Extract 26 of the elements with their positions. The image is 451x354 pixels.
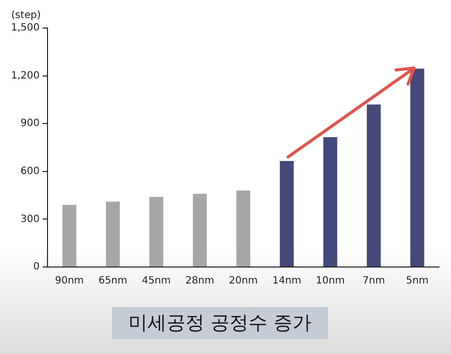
x-tick-label: 28nm <box>185 276 214 287</box>
x-tick-label: 65nm <box>98 276 128 287</box>
y-tick-label: 1,500 <box>10 22 40 34</box>
bar <box>106 202 120 266</box>
bar <box>62 204 76 266</box>
y-axis-title: (step) <box>11 10 41 21</box>
y-tick-label: 1,200 <box>10 70 40 82</box>
x-tick-label: 10nm <box>316 276 345 287</box>
bar <box>410 68 424 266</box>
y-tick-label: 600 <box>20 166 40 177</box>
y-tick-label: 0 <box>33 262 40 273</box>
y-tick-label: 300 <box>20 214 40 225</box>
x-tick-label: 7nm <box>362 276 385 287</box>
x-tick-label: 20nm <box>228 276 258 287</box>
x-tick-label: 90nm <box>54 276 84 287</box>
x-tick-label: 5nm <box>406 276 428 287</box>
text: 미세공정 공정수 증가 <box>112 307 328 339</box>
bar <box>280 161 294 266</box>
bar <box>323 137 338 266</box>
y-tick-label: 900 <box>20 118 40 130</box>
x-tick-label: 45nm <box>142 276 171 287</box>
bar <box>366 104 381 266</box>
bar <box>192 194 207 266</box>
bar <box>149 196 164 266</box>
x-tick-label: 14nm <box>272 276 302 287</box>
bar <box>236 190 250 266</box>
